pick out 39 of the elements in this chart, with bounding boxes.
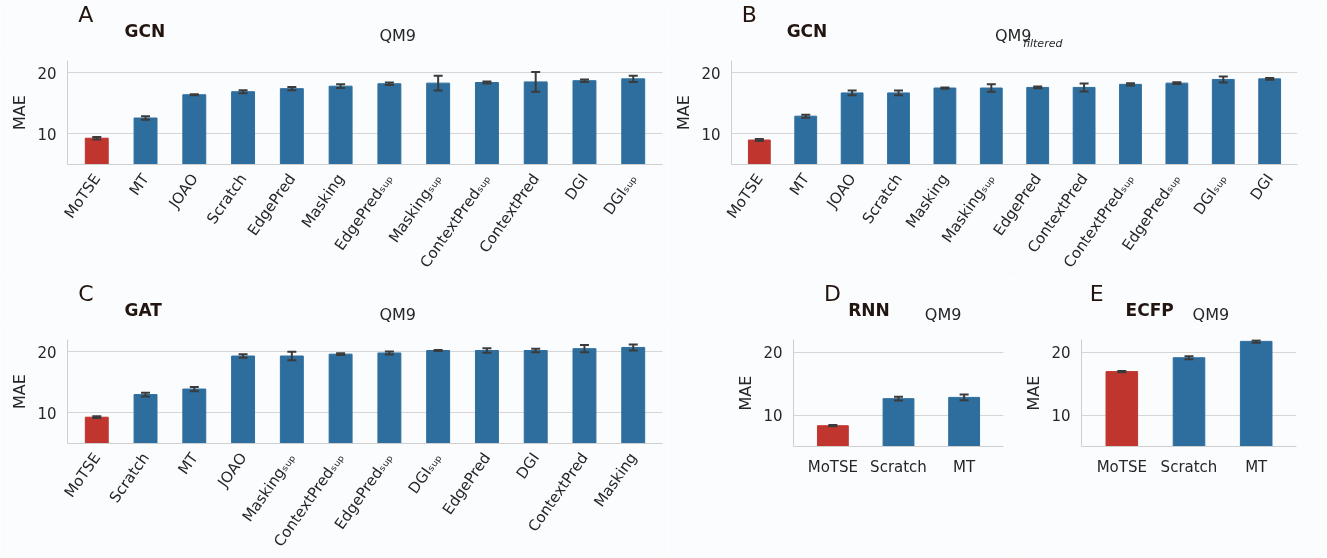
y-axis-title: MAE (1024, 375, 1044, 411)
text: E (1089, 280, 1104, 306)
x-tick-label: MT (125, 169, 154, 199)
x-tick-label: MT (785, 169, 814, 199)
text: B (741, 1, 757, 27)
text: RNN (848, 299, 890, 320)
chart-title: QM9 (379, 25, 417, 45)
y-axis-title: MAE (736, 375, 756, 411)
x-tick-label: MoTSE (1096, 457, 1147, 476)
chart-title: QM9 (379, 304, 417, 324)
y-tick-label: 10 (37, 404, 57, 423)
y-tick-label: 20 (37, 343, 57, 362)
y-axis-title: MAE (10, 374, 30, 409)
x-tick-label: MT (1245, 457, 1269, 476)
y-tick-label: 10 (763, 407, 783, 426)
y-tick-label: 20 (763, 344, 783, 363)
x-tick-label: Scratch (870, 457, 927, 476)
text: GCN (124, 20, 166, 41)
x-tick-label: Scratch (1160, 457, 1218, 476)
text: GCN (786, 20, 828, 41)
text: GAT (124, 299, 163, 320)
y-tick-label: 10 (37, 125, 57, 144)
text: C (78, 280, 94, 306)
text: A (78, 1, 94, 27)
x-tick-label: MoTSE (807, 457, 859, 476)
y-tick-label: 20 (37, 64, 57, 83)
text: ECFP (1125, 299, 1174, 320)
y-axis-title: MAE (10, 95, 30, 130)
y-tick-label: 10 (1051, 407, 1071, 426)
y-axis-title: MAE (674, 95, 694, 130)
y-tick-label: 10 (701, 125, 721, 144)
x-tick-label: MT (174, 448, 203, 478)
chart-title: QM9filtered (994, 25, 1064, 50)
y-tick-label: 20 (701, 64, 721, 83)
y-tick-label: 20 (1051, 344, 1071, 363)
chart-title: QM9 (1192, 304, 1230, 324)
chart-title: QM9 (924, 304, 962, 324)
x-tick-label: MT (953, 457, 977, 476)
text: D (823, 280, 841, 306)
